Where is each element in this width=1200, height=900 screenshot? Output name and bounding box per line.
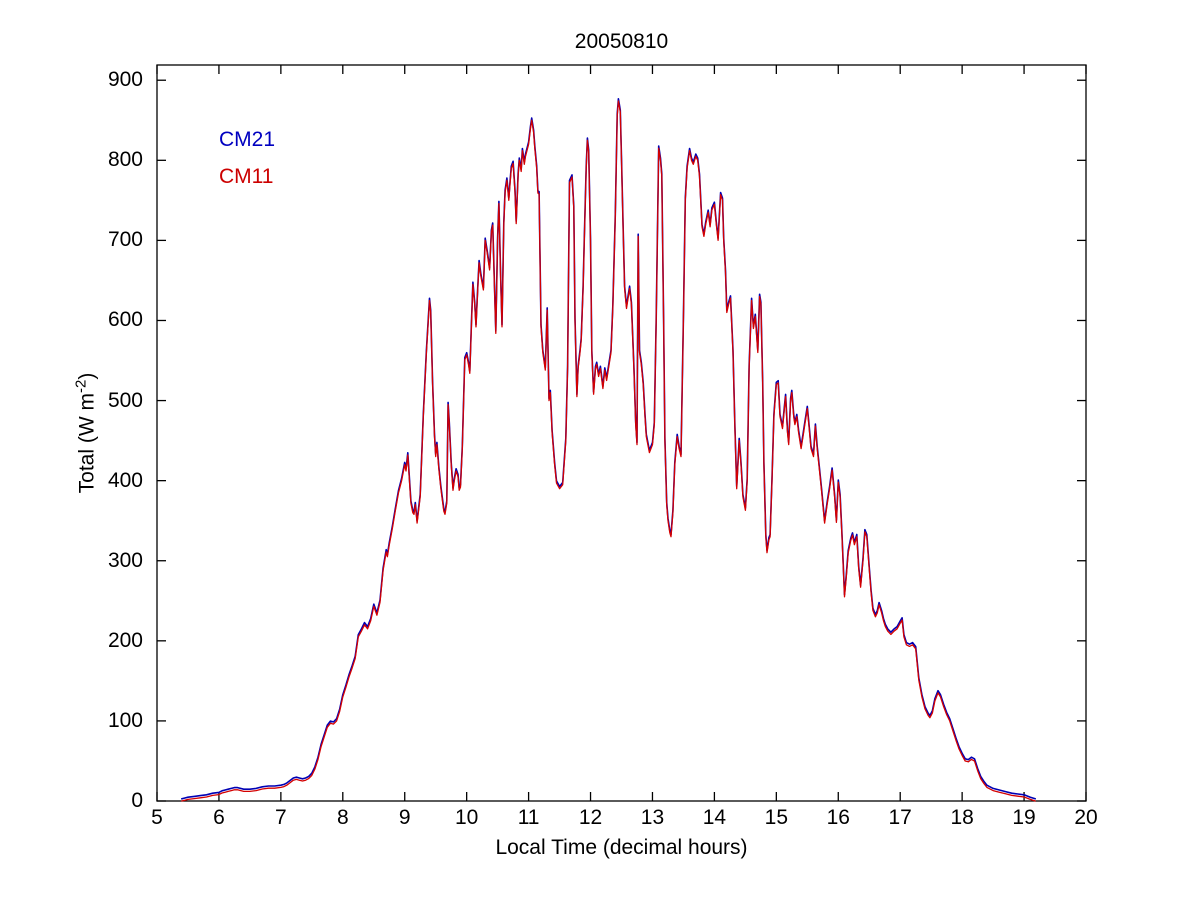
y-tick-label: 800	[107, 148, 143, 172]
x-tick-label: 12	[578, 806, 603, 829]
x-tick-label: 19	[1012, 806, 1036, 829]
x-tick-label: 16	[826, 806, 850, 829]
y-tick-label: 700	[107, 228, 143, 252]
y-tick-label: 300	[107, 548, 143, 572]
legend-label-cm21: CM21	[219, 128, 276, 151]
x-tick-label: 18	[950, 806, 974, 829]
x-tick-label: 7	[275, 806, 287, 829]
chart-title: 20050810	[574, 30, 669, 53]
x-tick-label: 15	[764, 806, 788, 829]
x-axis-label: Local Time (decimal hours)	[495, 836, 748, 859]
x-tick-label: 20	[1074, 806, 1098, 829]
x-tick-label: 9	[398, 806, 411, 829]
x-tick-label: 13	[640, 806, 665, 829]
x-tick-label: 5	[151, 806, 163, 829]
y-tick-label: 0	[131, 789, 143, 812]
x-tick-label: 10	[454, 806, 479, 829]
axes-box	[156, 64, 1087, 802]
legend-label-cm11: CM11	[219, 165, 274, 188]
y-tick-label: 600	[107, 308, 143, 332]
y-tick-label: 100	[107, 708, 143, 732]
y-tick-label: 200	[107, 628, 143, 652]
y-tick-label: 900	[107, 68, 143, 92]
y-tick-label: 400	[107, 468, 143, 492]
x-tick-label: 17	[888, 806, 912, 829]
y-tick-label: 500	[107, 388, 143, 412]
x-tick-label: 6	[213, 806, 225, 829]
series-line-cm11	[181, 100, 1036, 802]
x-tick-label: 11	[517, 806, 540, 829]
x-tick-label: 14	[702, 806, 727, 829]
series-line-cm21	[181, 97, 1036, 800]
x-tick-label: 8	[336, 806, 349, 829]
